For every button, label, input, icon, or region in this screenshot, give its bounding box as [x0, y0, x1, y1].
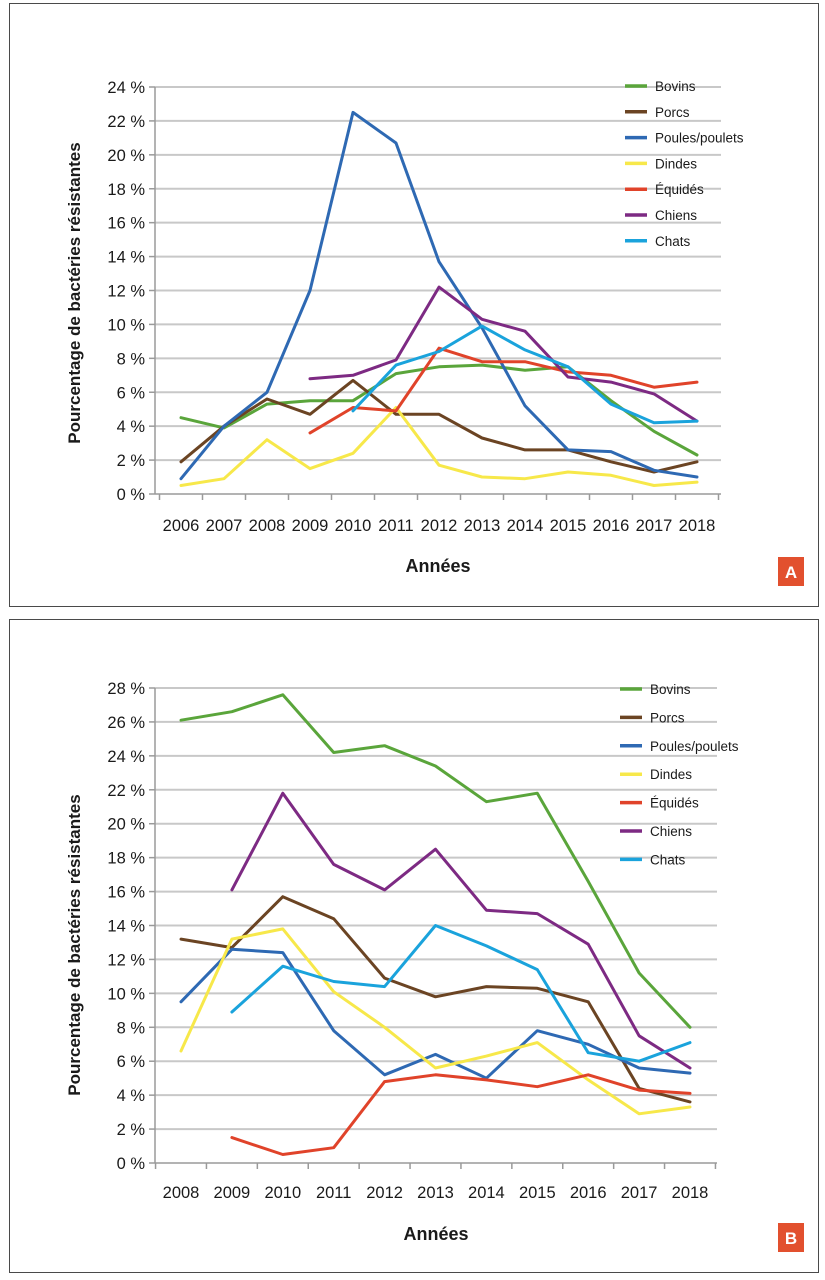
chart-a-legend-label-bovins: Bovins — [655, 79, 696, 94]
chart-b-ytick-label: 12 % — [107, 951, 145, 969]
chart-a-y-axis-title: Pourcentage de bactéries résistantes — [65, 142, 84, 443]
chart-a-xtick-label: 2014 — [507, 517, 544, 535]
chart-b-ytick-label: 4 % — [117, 1087, 146, 1105]
chart-a-legend-label-dindes: Dindes — [655, 156, 697, 171]
chart-b-xtick-label: 2016 — [570, 1184, 607, 1202]
chart-a-series-line-dindes — [179, 406, 699, 487]
chart-b-ytick-label: 0 % — [117, 1155, 146, 1173]
chart-b-series-line-equides — [230, 1073, 692, 1156]
chart-a-legend-label-porcs: Porcs — [655, 105, 690, 120]
chart-b-ytick-label: 14 % — [107, 918, 145, 936]
chart-b-xtick-label: 2017 — [621, 1184, 658, 1202]
chart-b-x-axis-title: Années — [403, 1224, 468, 1244]
chart-a-xtick-label: 2007 — [206, 517, 243, 535]
chart-b-ytick-label: 26 % — [107, 714, 145, 732]
chart-a-series-line-bovins — [179, 363, 699, 457]
chart-b-ytick-label: 24 % — [107, 748, 145, 766]
chart-a-ytick-label: 12 % — [107, 283, 145, 301]
chart-a-legend-label-poules-poulets: Poules/poulets — [655, 131, 744, 146]
chart-a-ytick-label: 10 % — [107, 316, 145, 334]
chart-b-series-line-chiens — [230, 791, 692, 1070]
chart-a-xtick-label: 2017 — [636, 517, 673, 535]
chart-a-xtick-label: 2018 — [679, 517, 716, 535]
chart-b-series-line-chats — [230, 924, 692, 1063]
chart-b-series-line-bovins — [179, 693, 692, 1029]
chart-b-xtick-label: 2011 — [316, 1184, 351, 1202]
chart-b-xtick-label: 2008 — [163, 1184, 200, 1202]
chart-b-y-axis-title: Pourcentage de bactéries résistantes — [65, 794, 84, 1095]
chart-b-ytick-label: 18 % — [107, 850, 145, 868]
chart-b-xtick-label: 2012 — [366, 1184, 403, 1202]
chart-a-panel-badge-label: A — [785, 563, 797, 582]
chart-a-legend-label-chats: Chats — [655, 234, 691, 249]
chart-a-ytick-label: 6 % — [117, 384, 146, 402]
chart-b-xtick-label: 2009 — [214, 1184, 251, 1202]
chart-b-ytick-label: 28 % — [107, 680, 145, 698]
chart-panel-b: 0 % 2 % 4 % 6 % 8 % 10 % 12 % 14 % 16 % 18 % 20 % 2… — [9, 619, 819, 1273]
chart-b-panel-badge — [778, 1223, 804, 1252]
chart-a-series-line-poules-poulets — [179, 110, 699, 481]
chart-a-legend-label-chiens: Chiens — [655, 208, 697, 223]
chart-a-series-line-porcs — [179, 378, 699, 474]
chart-b-legend-label-chats: Chats — [650, 852, 686, 867]
chart-a-ytick-label: 20 % — [107, 147, 145, 165]
chart-b-legend-label-equides: Équidés — [650, 796, 699, 811]
chart-a-ytick-label: 2 % — [117, 452, 146, 470]
chart-b-xtick-label: 2013 — [417, 1184, 454, 1202]
chart-a-xtick-label: 2010 — [335, 517, 372, 535]
chart-b-legend-label-poules-poulets: Poules/poulets — [650, 739, 739, 754]
chart-b-ytick-label: 16 % — [107, 884, 145, 902]
chart-a-xtick-label: 2008 — [249, 517, 286, 535]
chart-a-series-line-chats — [351, 324, 699, 425]
chart-a-ytick-label: 14 % — [107, 249, 145, 267]
chart-a-panel-badge — [778, 557, 804, 586]
chart-a-xtick-label: 2006 — [163, 517, 200, 535]
chart-b-xtick-label: 2015 — [519, 1184, 556, 1202]
chart-a-legend-label-equides: Équidés — [655, 182, 704, 197]
chart-panel-a: 0 % 2 % 4 % 6 % 8 % 10 % 12 % 14 % 16 % 18 % 20 % 2… — [9, 3, 819, 607]
chart-b-ytick-label: 22 % — [107, 782, 145, 800]
chart-a-series-line-equides — [308, 346, 699, 435]
chart-b-xtick-label: 2014 — [468, 1184, 505, 1202]
chart-a-xtick-label: 2012 — [421, 517, 458, 535]
chart-a-series-line-chiens — [308, 285, 699, 423]
chart-a-xtick-label: 2016 — [593, 517, 630, 535]
chart-a-ytick-label: 18 % — [107, 181, 145, 199]
chart-b-series-line-poules-poulets — [179, 947, 692, 1080]
chart-b-xtick-label: 2010 — [264, 1184, 301, 1202]
chart-b-legend-label-bovins: Bovins — [650, 682, 691, 697]
chart-b-ytick-label: 8 % — [117, 1019, 146, 1037]
chart-a-xtick-label: 2013 — [464, 517, 501, 535]
chart-a-xtick-label: 2011 — [378, 517, 413, 535]
chart-a-xtick-label: 2009 — [292, 517, 329, 535]
chart-b-ytick-label: 6 % — [117, 1053, 146, 1071]
chart-a-ytick-label: 8 % — [117, 350, 146, 368]
chart-b-xtick-label: 2018 — [672, 1184, 709, 1202]
chart-b-ytick-label: 20 % — [107, 816, 145, 834]
chart-a-xtick-label: 2015 — [550, 517, 587, 535]
chart-b-ytick-label: 2 % — [117, 1121, 146, 1139]
chart-b-ytick-label: 10 % — [107, 985, 145, 1003]
chart-b-legend-label-chiens: Chiens — [650, 824, 692, 839]
chart-a-ytick-label: 4 % — [117, 418, 146, 436]
chart-a-x-axis-title: Années — [405, 556, 470, 576]
chart-b-svg: 0 % 2 % 4 % 6 % 8 % 10 % 12 % 14 % 16 % 18 % 20 % 2… — [65, 680, 804, 1252]
chart-a-ytick-label: 16 % — [107, 215, 145, 233]
chart-a-ytick-label: 0 % — [117, 486, 146, 504]
chart-a-svg: 0 % 2 % 4 % 6 % 8 % 10 % 12 % 14 % 16 % 18 % 20 % 2… — [65, 79, 804, 586]
chart-b-series-line-dindes — [179, 927, 692, 1116]
chart-b-panel-badge-label: B — [785, 1229, 797, 1248]
chart-a-ytick-label: 22 % — [107, 113, 145, 131]
chart-b-series-line-porcs — [179, 895, 692, 1104]
chart-b-legend-label-porcs: Porcs — [650, 710, 685, 725]
chart-b-legend-label-dindes: Dindes — [650, 767, 692, 782]
chart-a-ytick-label: 24 % — [107, 79, 145, 97]
